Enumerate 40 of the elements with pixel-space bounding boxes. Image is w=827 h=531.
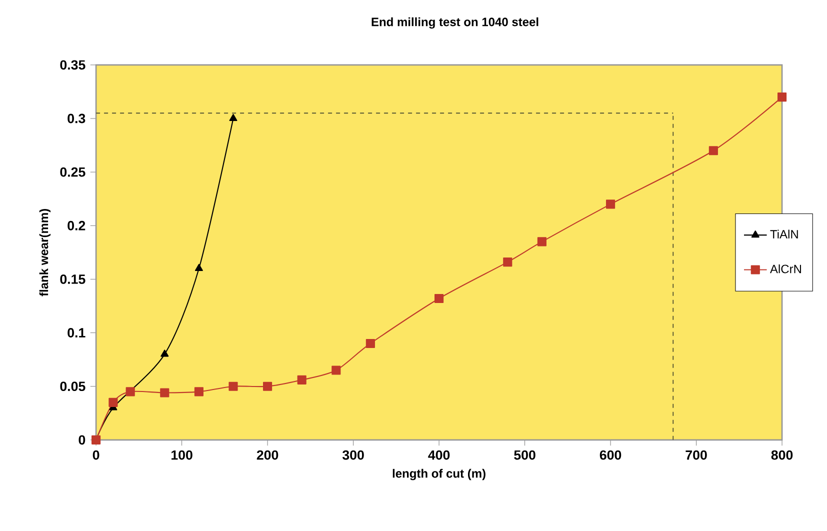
y-tick-label: 0.35 [60,60,86,70]
point [332,366,341,375]
x-tick-label: 0 [92,450,100,460]
x-tick-label: 100 [172,450,192,460]
legend-label: TiAlN [770,230,798,238]
x-tick-label: 600 [600,450,622,460]
point [297,375,306,384]
x-axis-title: length of cut (m) [392,468,486,480]
x-tick-label: 800 [771,450,793,460]
y-tick-label: 0.25 [60,167,86,177]
point [263,382,272,391]
point [503,258,512,267]
point [777,92,787,102]
x-tick-label: 200 [256,450,278,460]
y-tick-label: 0.3 [68,114,86,124]
y-tick-label: 0.05 [60,382,86,392]
point [708,146,718,156]
point [194,387,204,396]
legend-label: AlCrN [770,264,801,274]
point [606,200,616,209]
point [434,294,444,304]
chart-title: End milling test on 1040 steel [372,17,538,29]
x-tick-label: 500 [514,450,536,460]
y-axis-title: flank wear(mm) [39,209,51,296]
x-tick-label: 700 [686,450,707,460]
y-tick-label: 0 [78,435,86,445]
point [108,398,118,407]
y-tick-label: 0.15 [60,274,86,284]
point [194,264,203,272]
point [229,114,238,122]
point [160,350,169,357]
point [537,237,546,246]
point [160,388,170,398]
x-tick-label: 300 [342,450,364,460]
x-tick-label: 400 [428,450,450,460]
y-tick-label: 0.2 [68,220,86,230]
point [126,387,135,396]
y-tick-label: 0.1 [68,328,86,338]
point [366,338,375,348]
point [228,382,238,391]
